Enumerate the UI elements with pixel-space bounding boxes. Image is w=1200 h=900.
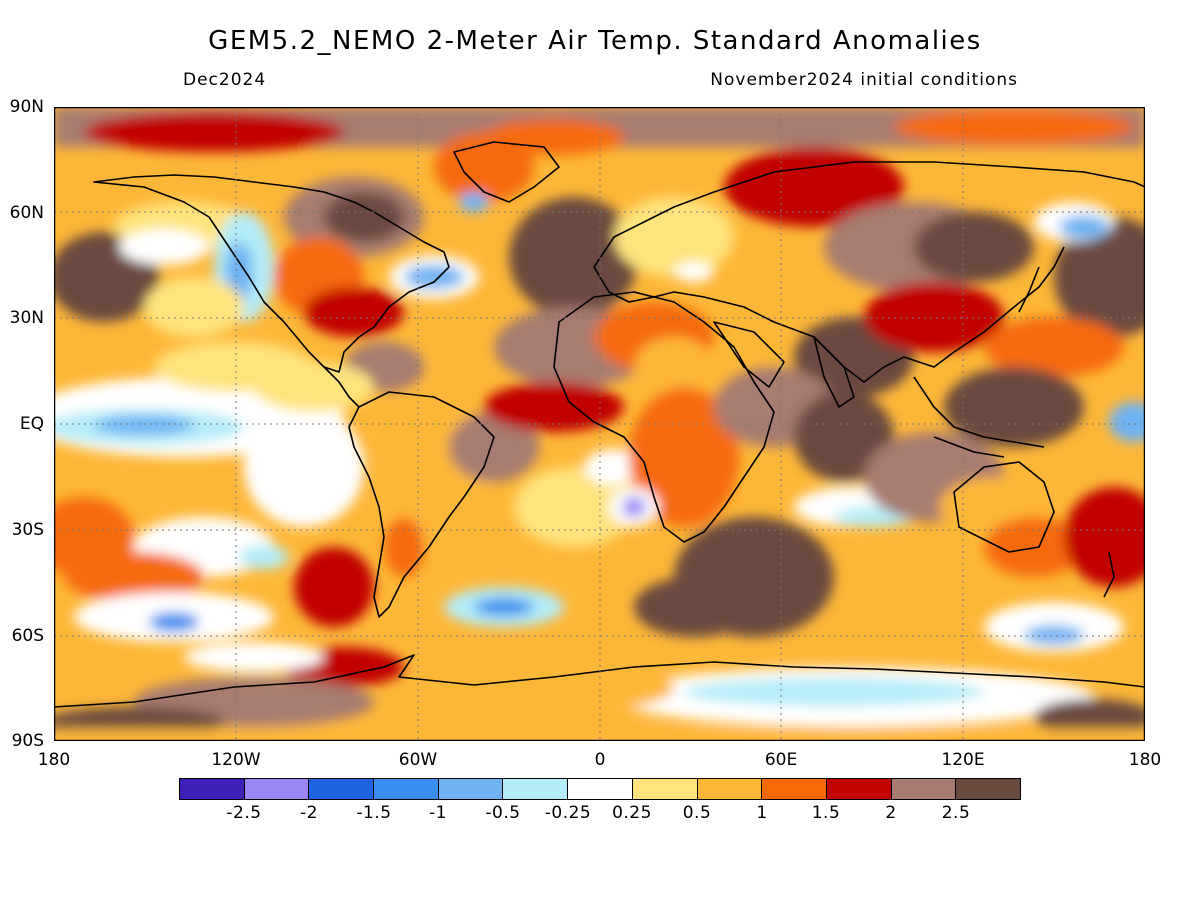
lon-label-0: 0 [594, 750, 606, 770]
colorbar-swatch [632, 779, 698, 799]
init-conditions: November2024 initial conditions [710, 70, 1018, 90]
colorbar-label: 2.5 [941, 803, 971, 823]
colorbar-swatch [762, 779, 827, 799]
colorbar-label: -2.5 [226, 803, 262, 823]
colorbar-swatch [956, 779, 1020, 799]
chart-title: GEM5.2_NEMO 2-Meter Air Temp. Standard A… [208, 26, 982, 56]
lat-label-30n: 30N [9, 308, 44, 328]
lat-label-90s: 90S [11, 731, 44, 751]
lat-label-eq: EQ [19, 414, 44, 434]
colorbar-label: 2 [885, 803, 897, 823]
colorbar-swatch [309, 779, 375, 799]
colorbar-swatch [826, 779, 892, 799]
colorbar-swatch [697, 779, 763, 799]
colorbar-swatch [438, 779, 504, 799]
lon-label-180e: 180 [1128, 750, 1162, 770]
lon-label-60w: 60W [398, 750, 438, 770]
gridlines [54, 107, 1145, 741]
colorbar-swatch [180, 779, 245, 799]
colorbar-label: -1 [429, 803, 447, 823]
lon-label-60e: 60E [764, 750, 798, 770]
valid-month: Dec2024 [183, 70, 267, 90]
colorbar-swatch [568, 779, 633, 799]
colorbar-label: 1 [756, 803, 768, 823]
lon-label-180w: 180 [37, 750, 71, 770]
lat-label-60n: 60N [9, 203, 44, 223]
colorbar-label: -0.5 [485, 803, 521, 823]
coastlines [54, 141, 1145, 708]
map-frame [54, 107, 1145, 741]
colorbar-swatch [891, 779, 957, 799]
lat-label-60s: 60S [11, 626, 44, 646]
colorbar-label: -1.5 [356, 803, 392, 823]
colorbar-swatch [374, 779, 439, 799]
colorbar [179, 778, 1021, 800]
lon-label-120e: 120E [941, 750, 985, 770]
lon-label-120w: 120W [211, 750, 261, 770]
lat-label-90n: 90N [9, 97, 44, 117]
anomaly-map [54, 107, 1145, 741]
colorbar-label: 0.5 [682, 803, 712, 823]
colorbar-swatch [503, 779, 569, 799]
colorbar-label: 1.5 [811, 803, 841, 823]
lat-label-30s: 30S [11, 520, 44, 540]
colorbar-label: 0.25 [612, 803, 652, 823]
colorbar-swatch [244, 779, 310, 799]
colorbar-label: -0.25 [544, 803, 592, 823]
colorbar-label: -2 [300, 803, 318, 823]
